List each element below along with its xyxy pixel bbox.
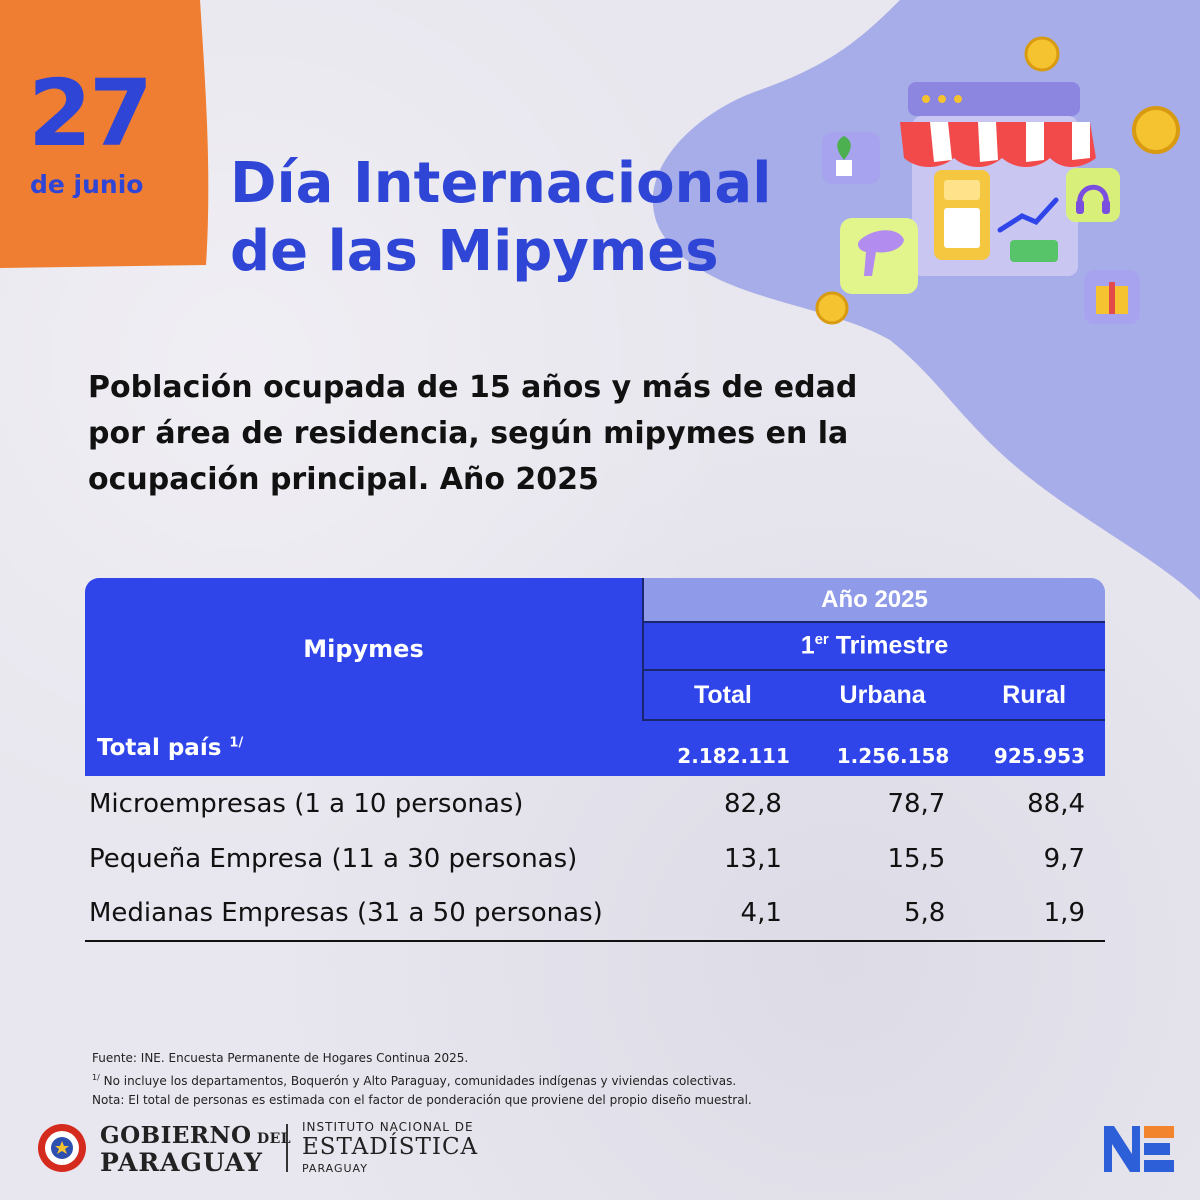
footnote-1-marker: 1/: [92, 1073, 100, 1082]
table-caption-line-2: por área de residencia, según mipymes en…: [88, 416, 849, 451]
table-caption-line-1: Población ocupada de 15 años y más de ed…: [88, 370, 858, 405]
methodology-note: Nota: El total de personas es estimada c…: [92, 1093, 752, 1107]
row-value-total: 82,8: [724, 788, 782, 819]
source-note: Fuente: INE. Encuesta Permanente de Hoga…: [92, 1051, 469, 1065]
row-label: Pequeña Empresa (11 a 30 personas): [89, 843, 578, 874]
row-value-total: 4,1: [643, 886, 802, 942]
table-row-header: Mipymes: [85, 578, 644, 720]
table-row: Pequeña Empresa (11 a 30 personas) 13,1 …: [85, 831, 1105, 886]
total-row-label-text: Total país: [97, 735, 222, 761]
date-day: 27: [28, 60, 153, 167]
gobierno-logo: GOBIERNO DEL PARAGUAY: [36, 1120, 291, 1180]
storefront-illustration-icon: [815, 36, 1180, 325]
footnote-1: 1/ No incluye los departamentos, Boqueró…: [92, 1068, 992, 1091]
total-row-value-urbana: 1.256.158: [801, 720, 964, 776]
paraguay-text: PARAGUAY: [100, 1148, 263, 1177]
table-trimester-header: 1er Trimestre: [643, 622, 1105, 671]
page-title-line-1: Día Internacional: [230, 151, 772, 216]
hairdryer-icon: [840, 218, 918, 294]
logo-divider: [286, 1124, 288, 1172]
headphones-icon: [1066, 168, 1120, 222]
row-value-rural: 1,9: [963, 886, 1105, 942]
coin-icon: [1024, 36, 1060, 72]
table-caption-line-3: ocupación principal. Año 2025: [88, 462, 599, 497]
table-caption: Población ocupada de 15 años y más de ed…: [88, 365, 948, 503]
trimester-ordinal: er: [814, 631, 829, 649]
ine-line-3: PARAGUAY: [302, 1162, 368, 1175]
row-value-urbana: 78,7: [887, 788, 946, 819]
page-title-line-2: de las Mipymes: [230, 219, 719, 284]
ine-line-1: INSTITUTO NACIONAL DE: [302, 1120, 474, 1134]
row-value-total: 13,1: [724, 843, 782, 874]
column-header-rural: Rural: [963, 670, 1105, 721]
total-row-footnote-marker: 1/: [229, 735, 244, 751]
footnote-1-text: No incluye los departamentos, Boquerón y…: [99, 1074, 737, 1088]
total-row-label: Total país 1/: [85, 720, 643, 776]
table-total-row: Total país 1/ 2.182.111 1.256.158 925.95…: [85, 720, 1105, 776]
trimester-number: 1: [800, 631, 815, 660]
flag-seal-icon: [38, 1124, 86, 1172]
coin-icon: [815, 291, 849, 325]
ine-logo: INSTITUTO NACIONAL DE ESTADÍSTICA PARAGU…: [302, 1120, 522, 1180]
mipymes-table: Mipymes Año 2025 1er Trimestre Total Urb…: [85, 578, 1105, 942]
page-title: Día Internacional de las Mipymes: [230, 150, 830, 286]
column-header-total: Total: [643, 670, 802, 721]
row-value-urbana: 5,8: [801, 886, 964, 942]
gobierno-word: GOBIERNO: [100, 1122, 252, 1149]
plant-icon: [822, 132, 880, 184]
row-label: Medianas Empresas (31 a 50 personas): [85, 886, 643, 942]
row-value-rural: 9,7: [1043, 843, 1085, 874]
ine-line-2: ESTADÍSTICA: [302, 1134, 479, 1160]
total-row-value-total: 2.182.111: [643, 720, 802, 776]
date-month: de junio: [30, 170, 144, 199]
del-word: DEL: [251, 1131, 292, 1147]
table-row: Microempresas (1 a 10 personas) 82,8 78,…: [85, 776, 1105, 831]
row-label: Microempresas (1 a 10 personas): [89, 788, 524, 819]
table-row: Medianas Empresas (31 a 50 personas) 4,1…: [85, 886, 1105, 942]
table-year-header: Año 2025: [643, 578, 1105, 623]
row-value-urbana: 15,5: [887, 843, 946, 874]
footnotes: Fuente: INE. Encuesta Permanente de Hoga…: [92, 1049, 992, 1110]
coin-icon: [1132, 106, 1180, 154]
date-tab-background: [0, 0, 209, 268]
total-row-value-rural: 925.953: [963, 720, 1105, 776]
gobierno-text: GOBIERNO DEL: [100, 1122, 291, 1149]
row-value-rural: 88,4: [1027, 788, 1085, 819]
trimester-label: Trimestre: [828, 631, 949, 660]
ine-monogram-icon: [1104, 1126, 1174, 1172]
column-header-urbana: Urbana: [801, 670, 964, 721]
